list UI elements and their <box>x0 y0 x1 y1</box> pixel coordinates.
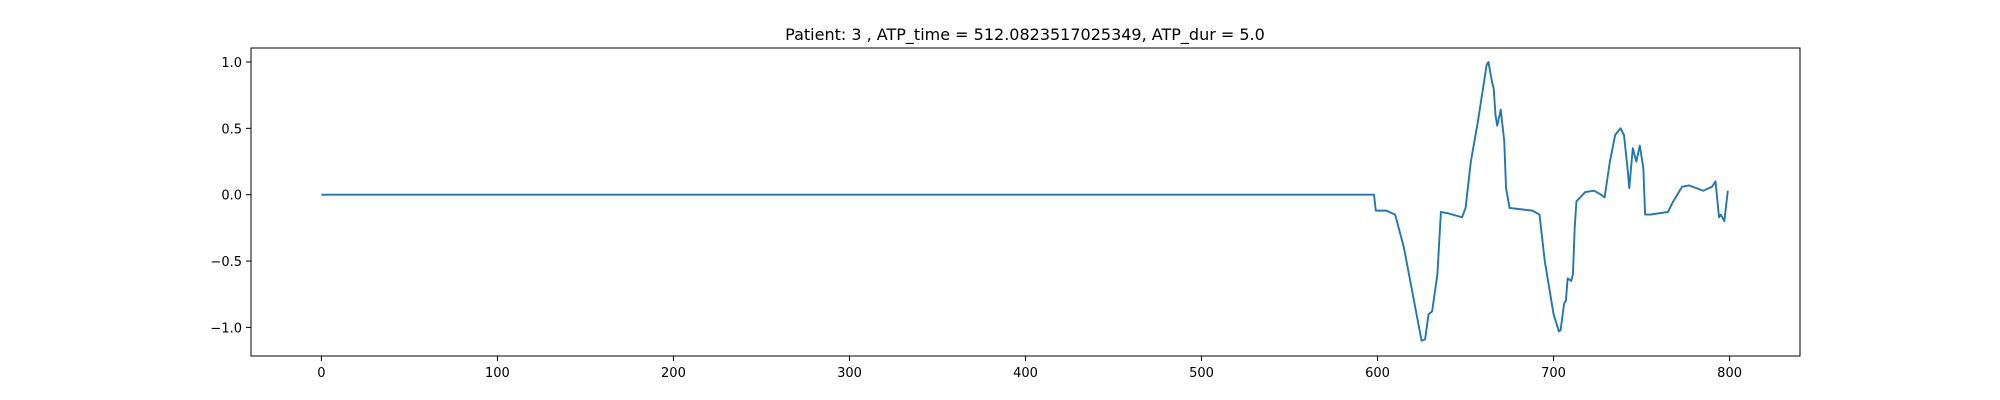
chart-title: Patient: 3 , ATP_time = 512.082351702534… <box>785 25 1265 45</box>
x-tick-label: 600 <box>1365 366 1390 381</box>
x-tick-label: 500 <box>1189 366 1214 381</box>
x-tick-label: 300 <box>837 366 862 381</box>
y-tick-label: 0.0 <box>221 189 242 204</box>
x-tick-label: 100 <box>485 366 510 381</box>
y-tick-label: −0.5 <box>210 255 242 270</box>
plot-frame <box>250 47 1801 357</box>
data-line <box>321 61 1729 342</box>
x-tick-label: 200 <box>661 366 686 381</box>
x-tick-label: 400 <box>1013 366 1038 381</box>
y-tick-label: 0.5 <box>221 122 242 137</box>
x-tick-label: 700 <box>1541 366 1566 381</box>
x-tick-label: 800 <box>1717 366 1742 381</box>
y-tick-label: 1.0 <box>221 56 242 71</box>
x-tick-label: 0 <box>317 366 325 381</box>
y-tick-label: −1.0 <box>210 321 242 336</box>
